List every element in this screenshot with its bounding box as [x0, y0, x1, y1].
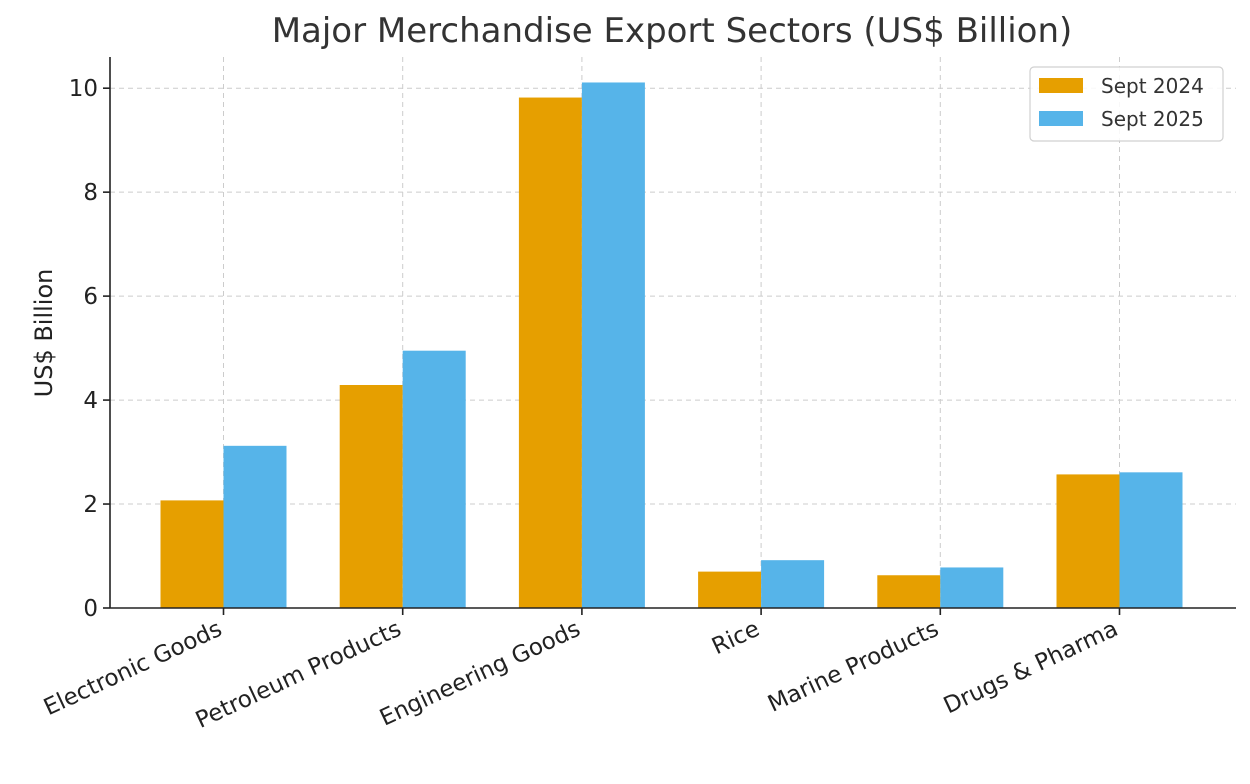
- x-tick-label: Electronic Goods: [40, 616, 226, 721]
- chart-title: Major Merchandise Export Sectors (US$ Bi…: [272, 11, 1073, 51]
- bar-sept-2025-4: [940, 567, 1004, 608]
- y-axis-label: US$ Billion: [30, 269, 58, 398]
- x-tick-label: Petroleum Products: [192, 616, 405, 734]
- y-tick-label: 10: [69, 76, 98, 102]
- legend-swatch: [1039, 111, 1083, 126]
- bar-sept-2025-5: [1119, 472, 1183, 608]
- legend: Sept 2024 Sept 2025: [1029, 66, 1224, 142]
- x-tick-label: Drugs & Pharma: [940, 616, 1122, 719]
- x-tick-label: Rice: [708, 616, 764, 660]
- bar-sept-2025-0: [223, 445, 287, 608]
- bar-sept-2024-4: [877, 575, 941, 608]
- legend-label: Sept 2024: [1101, 74, 1204, 98]
- axes: [103, 57, 1236, 615]
- bar-sept-2025-1: [402, 350, 466, 608]
- y-tick-label: 0: [83, 596, 98, 622]
- y-tick-label: 6: [83, 284, 98, 310]
- tick-labels: 0 2 4 6 8 10: [69, 76, 98, 622]
- bar-sept-2024-0: [160, 500, 224, 608]
- legend-swatch: [1039, 78, 1083, 93]
- y-tick-label: 4: [83, 388, 98, 414]
- bar-sept-2025-3: [761, 560, 825, 608]
- bar-sept-2024-3: [698, 571, 762, 608]
- bar-sept-2024-1: [339, 385, 403, 608]
- bars: [160, 82, 1183, 608]
- x-tick-label: Marine Products: [764, 616, 943, 718]
- legend-label: Sept 2025: [1101, 107, 1204, 131]
- bar-sept-2024-5: [1056, 474, 1120, 608]
- y-tick-label: 8: [83, 180, 98, 206]
- x-tick-label: Engineering Goods: [376, 616, 584, 732]
- bar-sept-2024-2: [518, 97, 582, 608]
- bar-sept-2025-2: [581, 82, 645, 608]
- y-tick-label: 2: [83, 492, 98, 518]
